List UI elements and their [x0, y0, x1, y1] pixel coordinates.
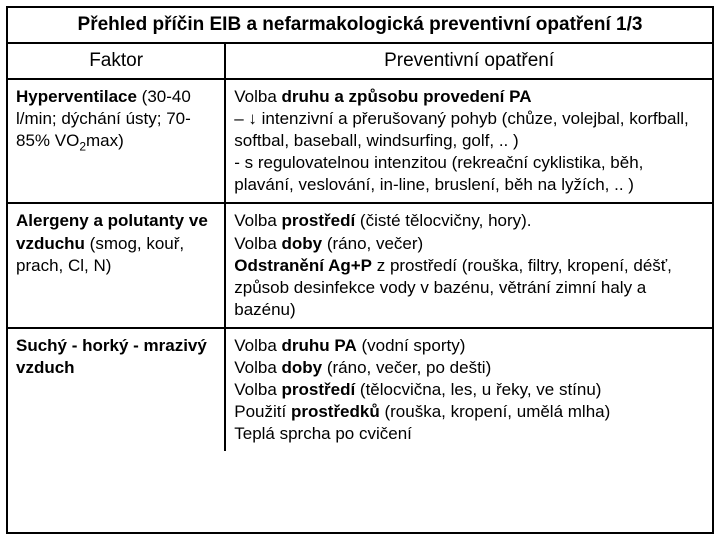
table-container: Přehled příčin EIB a nefarmakologická pr…	[6, 6, 714, 534]
cell-measure: Volba druhu PA (vodní sporty)Volba doby …	[226, 329, 712, 451]
cell-factor: Suchý - horký - mrazivý vzduch	[8, 329, 226, 451]
table-row: Alergeny a polutanty ve vzduchu (smog, k…	[8, 204, 712, 328]
cell-measure: Volba prostředí (čisté tělocvičny, hory)…	[226, 204, 712, 326]
table-row: Hyperventilace (30-40 l/min; dýchání úst…	[8, 80, 712, 204]
cell-factor: Hyperventilace (30-40 l/min; dýchání úst…	[8, 80, 226, 202]
table-row: Suchý - horký - mrazivý vzduch Volba dru…	[8, 329, 712, 451]
header-factor: Faktor	[8, 44, 226, 78]
cell-factor: Alergeny a polutanty ve vzduchu (smog, k…	[8, 204, 226, 326]
cell-measure: Volba druhu a způsobu provedení PA– ↓ in…	[226, 80, 712, 202]
header-row: Faktor Preventivní opatření	[8, 44, 712, 80]
page-title: Přehled příčin EIB a nefarmakologická pr…	[8, 8, 712, 44]
header-measure: Preventivní opatření	[226, 44, 712, 78]
